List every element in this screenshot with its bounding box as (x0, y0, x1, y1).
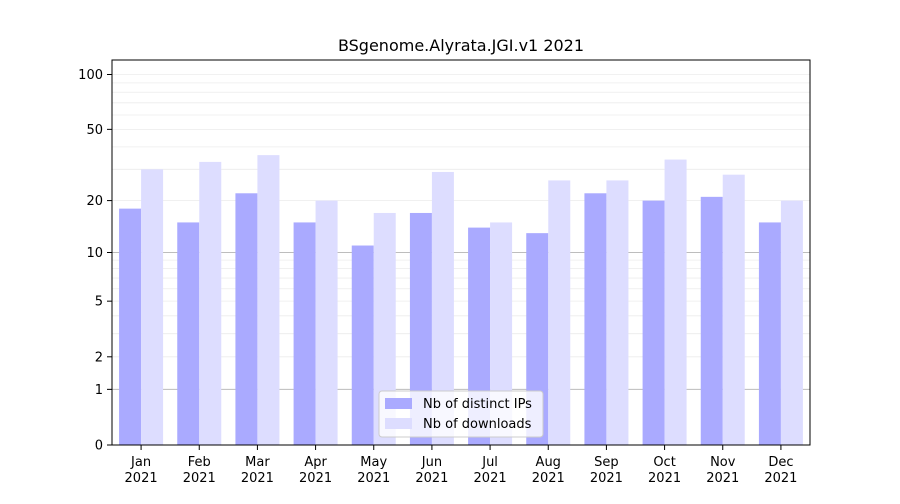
y-tick-label: 10 (86, 246, 103, 261)
chart-title: BSgenome.Alyrata.JGI.v1 2021 (338, 36, 584, 55)
x-tick-label-line: 2021 (415, 471, 448, 486)
x-tick-label-line: Oct (653, 455, 675, 470)
bar-distinct-ips (351, 245, 374, 445)
x-tick-label-line: Nov (710, 455, 736, 470)
bar-distinct-ips (119, 208, 142, 445)
x-tick-label-line: 2021 (648, 471, 681, 486)
y-tick-label: 0 (95, 439, 103, 454)
x-tick-label-line: 2021 (474, 471, 507, 486)
bar-downloads (257, 155, 280, 446)
y-tick-label: 1 (95, 383, 103, 398)
bar-downloads (722, 174, 745, 446)
x-tick-label: Oct 2021 (648, 455, 681, 486)
bar-downloads (315, 200, 338, 445)
bar-distinct-ips (177, 222, 200, 445)
x-tick-label: May 2021 (357, 455, 390, 486)
x-tick-label-line: 2021 (357, 471, 390, 486)
x-tick-label-line: 2021 (125, 471, 158, 486)
x-tick-label: Jun 2021 (415, 455, 448, 486)
bar-distinct-ips (409, 212, 432, 445)
x-tick-label: Mar 2021 (241, 455, 274, 486)
legend-label: Nb of downloads (423, 417, 532, 432)
bar-downloads (199, 161, 222, 445)
bar-downloads (548, 180, 571, 446)
bar-downloads (606, 180, 629, 446)
x-tick-label-line: Sep (594, 455, 619, 470)
x-tick-label-line: 2021 (241, 471, 274, 486)
x-tick-label-line: May (360, 455, 387, 470)
x-tick-label-line: 2021 (532, 471, 565, 486)
x-tick-label-line: Aug (536, 455, 561, 470)
y-tick-label: 2 (95, 350, 103, 365)
x-tick-label-line: Jun (421, 455, 442, 470)
x-tick-label: Aug 2021 (532, 455, 565, 486)
bar-distinct-ips (293, 222, 316, 445)
x-tick-label: Nov 2021 (706, 455, 739, 486)
legend-box (378, 390, 544, 438)
y-tick-label: 100 (78, 68, 103, 83)
x-tick-label-line: Jul (481, 455, 498, 470)
bar-downloads (664, 159, 687, 445)
x-tick-label-line: 2021 (183, 471, 216, 486)
x-tick-label: Jan 2021 (125, 455, 158, 486)
x-tick-label-line: Jan (130, 455, 151, 470)
x-tick-label-line: Dec (768, 455, 793, 470)
x-tick-label: Feb 2021 (183, 455, 216, 486)
bar-distinct-ips (758, 222, 781, 445)
bar-downloads (141, 169, 164, 445)
y-tick-label: 50 (86, 123, 103, 138)
x-tick-label: Apr 2021 (299, 455, 332, 486)
x-tick-label: Jul 2021 (474, 455, 507, 486)
x-tick-label-line: 2021 (764, 471, 797, 486)
bar-distinct-ips (642, 200, 665, 445)
x-tick-label-line: 2021 (590, 471, 623, 486)
bar-distinct-ips (235, 193, 258, 445)
x-tick-label-line: Mar (245, 455, 270, 470)
x-tick-label-line: Apr (304, 455, 327, 470)
x-tick-label-line: Feb (188, 455, 211, 470)
bar-distinct-ips (700, 196, 723, 445)
x-tick-label: Sep 2021 (590, 455, 623, 486)
x-tick-label-line: 2021 (706, 471, 739, 486)
legend-swatch (385, 398, 412, 409)
bar-downloads (373, 212, 396, 445)
y-tick-label: 5 (95, 295, 103, 310)
bar-downloads (490, 222, 513, 445)
legend-label: Nb of distinct IPs (423, 397, 532, 412)
x-tick-label: Dec 2021 (764, 455, 797, 486)
bar-distinct-ips (584, 193, 607, 445)
bar-downloads (431, 171, 454, 445)
bar-downloads (780, 200, 803, 445)
x-tick-label-line: 2021 (299, 471, 332, 486)
legend-swatch (385, 418, 412, 429)
y-tick-label: 20 (86, 194, 103, 209)
